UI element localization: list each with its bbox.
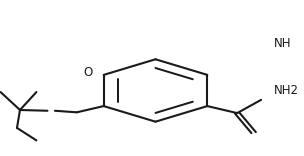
Text: NH2: NH2 — [274, 84, 299, 97]
Text: NH: NH — [274, 37, 291, 50]
Text: O: O — [84, 66, 93, 79]
